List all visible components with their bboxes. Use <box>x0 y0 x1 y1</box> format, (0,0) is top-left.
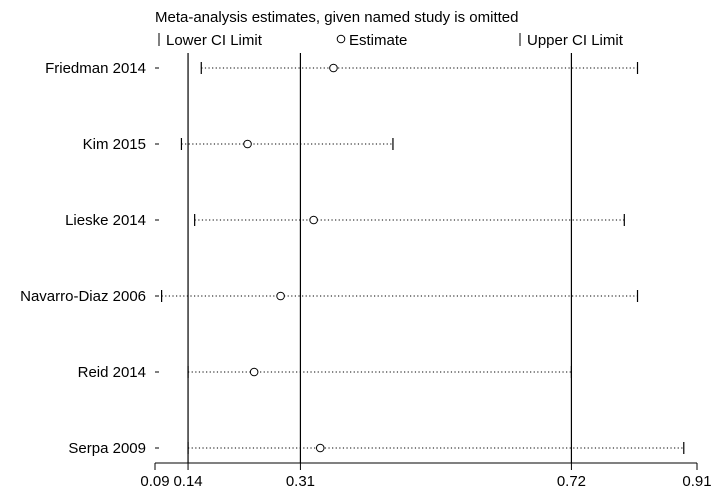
estimate-point <box>249 367 259 377</box>
estimate-point <box>243 139 252 149</box>
legend-lower-ci-label: Lower CI Limit <box>166 32 263 49</box>
study-label: Kim 2015 <box>83 136 146 153</box>
x-tick-label-1: 0.14 <box>173 473 202 487</box>
x-tick-label-2: 0.31 <box>286 473 315 487</box>
x-tick-label-0: 0.09 <box>140 473 169 487</box>
reference-lines <box>187 53 573 463</box>
x-tick-label-3: 0.72 <box>557 473 586 487</box>
x-tick-label-4: 0.91 <box>682 473 711 487</box>
estimate-point <box>309 215 318 225</box>
legend-estimate-marker <box>336 34 346 44</box>
chart-title: Meta-analysis estimates, given named stu… <box>155 9 519 26</box>
estimate-point <box>276 291 285 301</box>
study-rows: Friedman 2014 Kim 2015 Lieske 2014 Navarro-… <box>20 60 685 457</box>
legend-estimate-label: Estimate <box>349 32 407 49</box>
study-label: Lieske 2014 <box>65 212 146 229</box>
study-row: Reid 2014 <box>78 364 573 381</box>
study-row: Serpa 2009 <box>68 440 685 457</box>
study-row: Friedman 2014 <box>45 60 639 77</box>
study-row: Kim 2015 <box>83 136 394 153</box>
study-label: Friedman 2014 <box>45 60 146 77</box>
legend-upper-ci-label: Upper CI Limit <box>527 32 624 49</box>
x-axis: 0.09 0.14 0.31 0.72 0.91 <box>140 462 712 487</box>
study-label: Reid 2014 <box>78 364 146 381</box>
study-label: Navarro-Diaz 2006 <box>20 288 146 305</box>
study-row: Navarro-Diaz 2006 <box>20 288 639 305</box>
estimate-point <box>315 443 325 453</box>
study-row: Lieske 2014 <box>65 212 625 229</box>
estimate-point <box>329 63 338 73</box>
legend: Lower CI Limit Estimate Upper CI Limit <box>158 32 624 49</box>
study-label: Serpa 2009 <box>68 440 146 457</box>
